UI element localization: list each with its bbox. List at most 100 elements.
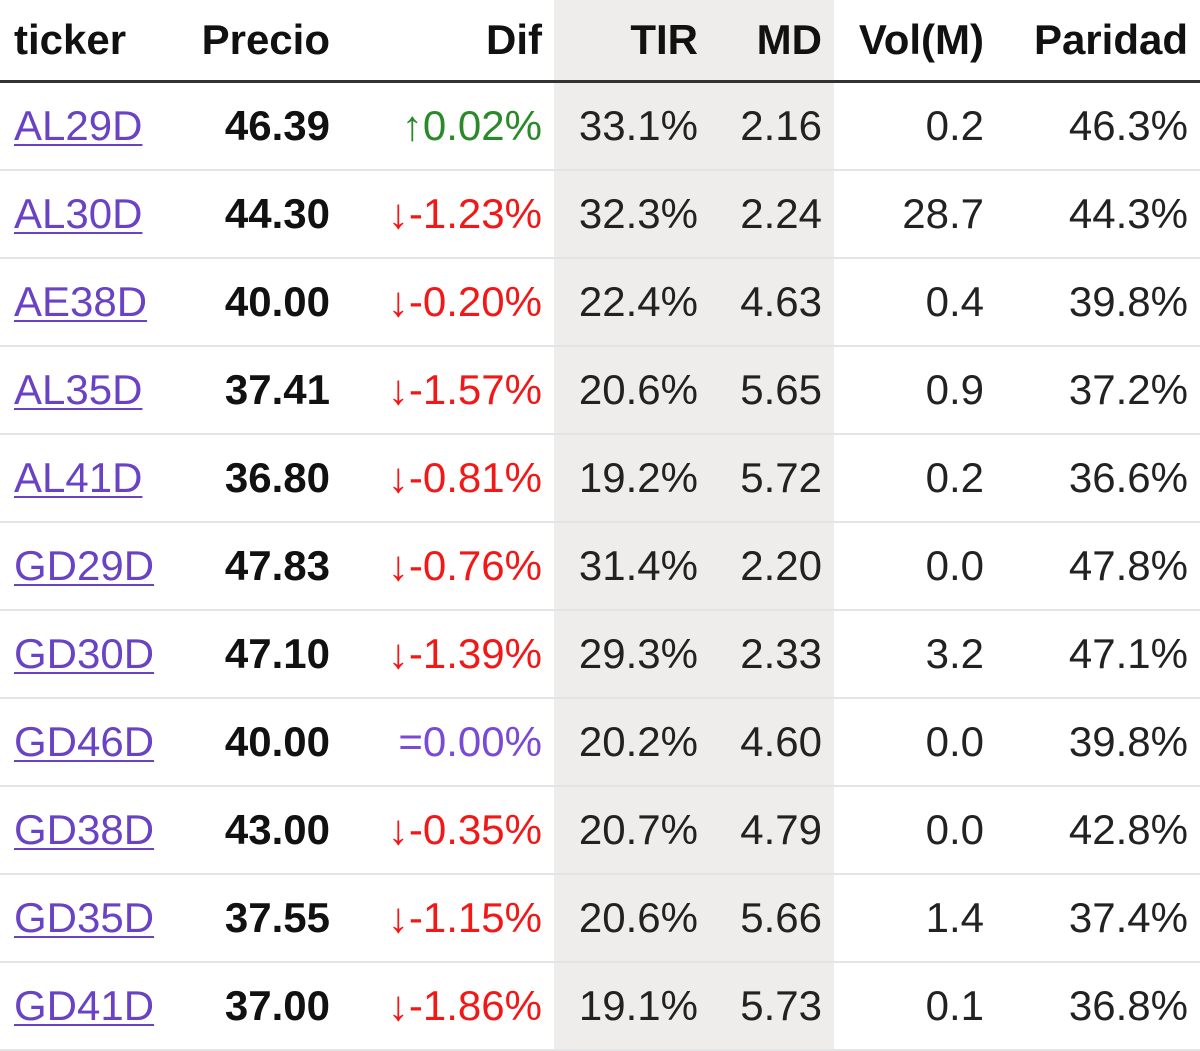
ticker-link[interactable]: AE38D <box>14 278 148 325</box>
ticker-link[interactable]: GD35D <box>14 894 155 941</box>
paridad-cell: 44.3% <box>996 170 1200 259</box>
paridad-cell: 39.8% <box>996 698 1200 787</box>
precio-cell: 36.80 <box>182 434 342 523</box>
tir-cell: 32.3% <box>554 170 710 259</box>
table-header-row: ticker Precio Dif TIR MD Vol(M) Paridad <box>0 0 1200 83</box>
ticker-link[interactable]: GD41D <box>14 982 155 1029</box>
md-cell: 2.20 <box>710 522 834 611</box>
vol-cell: 3.2 <box>834 610 996 699</box>
table-row: AL29D 46.39 ↑0.02% 33.1% 2.16 0.2 46.3% <box>0 81 1200 171</box>
precio-cell: 37.00 <box>182 962 342 1051</box>
tir-cell: 20.7% <box>554 786 710 875</box>
vol-cell: 0.9 <box>834 346 996 435</box>
md-cell: 2.33 <box>710 610 834 699</box>
ticker-cell: AL41D <box>0 434 182 523</box>
header-tir: TIR <box>554 0 710 83</box>
paridad-cell: 36.8% <box>996 962 1200 1051</box>
paridad-cell: 47.8% <box>996 522 1200 611</box>
vol-cell: 0.0 <box>834 522 996 611</box>
table-row: GD29D 47.83 ↓-0.76% 31.4% 2.20 0.0 47.8% <box>0 522 1200 611</box>
dif-cell: ↓-1.15% <box>342 874 554 963</box>
ticker-link[interactable]: GD38D <box>14 806 155 853</box>
paridad-cell: 42.8% <box>996 786 1200 875</box>
dif-cell: ↑0.02% <box>342 81 554 171</box>
vol-cell: 28.7 <box>834 170 996 259</box>
ticker-link[interactable]: GD46D <box>14 718 155 765</box>
md-cell: 4.79 <box>710 786 834 875</box>
md-cell: 5.65 <box>710 346 834 435</box>
ticker-cell: AL30D <box>0 170 182 259</box>
paridad-cell: 37.2% <box>996 346 1200 435</box>
precio-cell: 47.83 <box>182 522 342 611</box>
precio-cell: 37.41 <box>182 346 342 435</box>
dif-cell: ↓-0.35% <box>342 786 554 875</box>
dif-cell: ↓-1.57% <box>342 346 554 435</box>
md-cell: 5.73 <box>710 962 834 1051</box>
vol-cell: 0.0 <box>834 786 996 875</box>
ticker-link[interactable]: GD29D <box>14 542 155 589</box>
paridad-cell: 36.6% <box>996 434 1200 523</box>
paridad-cell: 47.1% <box>996 610 1200 699</box>
dif-cell: ↓-0.76% <box>342 522 554 611</box>
tir-cell: 22.4% <box>554 258 710 347</box>
ticker-cell: GD29D <box>0 522 182 611</box>
vol-cell: 0.2 <box>834 434 996 523</box>
header-vol: Vol(M) <box>834 0 996 83</box>
header-ticker: ticker <box>0 0 182 83</box>
table-row: GD35D 37.55 ↓-1.15% 20.6% 5.66 1.4 37.4% <box>0 874 1200 963</box>
md-cell: 2.24 <box>710 170 834 259</box>
ticker-link[interactable]: AL29D <box>14 102 143 149</box>
table-row: AL41D 36.80 ↓-0.81% 19.2% 5.72 0.2 36.6% <box>0 434 1200 523</box>
ticker-cell: GD30D <box>0 610 182 699</box>
tir-cell: 20.2% <box>554 698 710 787</box>
ticker-cell: GD35D <box>0 874 182 963</box>
ticker-cell: AL29D <box>0 81 182 171</box>
md-cell: 2.16 <box>710 81 834 171</box>
dif-cell: ↓-1.86% <box>342 962 554 1051</box>
dif-cell: ↓-0.81% <box>342 434 554 523</box>
table-row: AL35D 37.41 ↓-1.57% 20.6% 5.65 0.9 37.2% <box>0 346 1200 435</box>
table-row: AL30D 44.30 ↓-1.23% 32.3% 2.24 28.7 44.3% <box>0 170 1200 259</box>
dif-cell: ↓-0.20% <box>342 258 554 347</box>
precio-cell: 43.00 <box>182 786 342 875</box>
table-row: AE38D 40.00 ↓-0.20% 22.4% 4.63 0.4 39.8% <box>0 258 1200 347</box>
header-paridad: Paridad <box>996 0 1200 83</box>
md-cell: 4.63 <box>710 258 834 347</box>
tir-cell: 19.2% <box>554 434 710 523</box>
precio-cell: 46.39 <box>182 81 342 171</box>
dif-cell: =0.00% <box>342 698 554 787</box>
tir-cell: 29.3% <box>554 610 710 699</box>
ticker-cell: GD46D <box>0 698 182 787</box>
tir-cell: 20.6% <box>554 874 710 963</box>
tir-cell: 31.4% <box>554 522 710 611</box>
table-row: GD30D 47.10 ↓-1.39% 29.3% 2.33 3.2 47.1% <box>0 610 1200 699</box>
table-body: AL29D 46.39 ↑0.02% 33.1% 2.16 0.2 46.3% AL30D 44… <box>0 81 1200 1051</box>
tir-cell: 20.6% <box>554 346 710 435</box>
paridad-cell: 37.4% <box>996 874 1200 963</box>
header-dif: Dif <box>342 0 554 83</box>
md-cell: 5.72 <box>710 434 834 523</box>
dif-cell: ↓-1.39% <box>342 610 554 699</box>
ticker-link[interactable]: AL35D <box>14 366 143 413</box>
vol-cell: 0.0 <box>834 698 996 787</box>
dif-cell: ↓-1.23% <box>342 170 554 259</box>
precio-cell: 40.00 <box>182 258 342 347</box>
vol-cell: 0.4 <box>834 258 996 347</box>
header-md: MD <box>710 0 834 83</box>
tir-cell: 33.1% <box>554 81 710 171</box>
ticker-cell: GD41D <box>0 962 182 1051</box>
md-cell: 5.66 <box>710 874 834 963</box>
table-row: GD46D 40.00 =0.00% 20.2% 4.60 0.0 39.8% <box>0 698 1200 787</box>
ticker-link[interactable]: GD30D <box>14 630 155 677</box>
vol-cell: 0.1 <box>834 962 996 1051</box>
tir-cell: 19.1% <box>554 962 710 1051</box>
vol-cell: 1.4 <box>834 874 996 963</box>
header-precio: Precio <box>182 0 342 83</box>
ticker-cell: AE38D <box>0 258 182 347</box>
md-cell: 4.60 <box>710 698 834 787</box>
ticker-link[interactable]: AL41D <box>14 454 143 501</box>
ticker-link[interactable]: AL30D <box>14 190 143 237</box>
precio-cell: 44.30 <box>182 170 342 259</box>
table-row: GD38D 43.00 ↓-0.35% 20.7% 4.79 0.0 42.8% <box>0 786 1200 875</box>
